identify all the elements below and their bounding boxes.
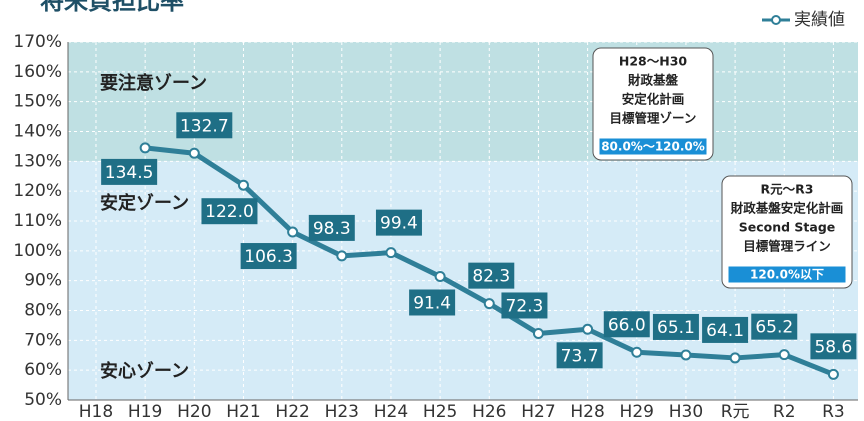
y-tick-label: 50% <box>24 390 62 410</box>
value-label-bg <box>810 333 857 360</box>
zone-label: 安定ゾーン <box>100 192 189 214</box>
zone-label: 要注意ゾーン <box>100 72 207 94</box>
annotation-text: Second Stage <box>739 220 836 235</box>
value-label: 58.6 <box>814 337 852 357</box>
x-tick-label: H29 <box>620 402 654 421</box>
y-tick-label: 130% <box>13 151 62 171</box>
point <box>827 368 839 380</box>
value-label: 65.2 <box>755 318 793 338</box>
value-label-bg <box>556 342 603 369</box>
x-tick-label: H27 <box>521 402 555 421</box>
x-tick-label: H28 <box>570 402 604 421</box>
value-label-bg <box>308 214 355 241</box>
point <box>385 247 397 259</box>
y-tick-label: 100% <box>13 241 62 261</box>
value-label-bg <box>409 289 456 316</box>
annotation-badge-text: 80.0%～120.0% <box>601 140 705 154</box>
x-tick-label: H23 <box>325 402 359 421</box>
value-label: 132.7 <box>180 116 229 136</box>
value-label-bg <box>176 112 233 139</box>
legend-marker <box>771 15 781 25</box>
point <box>729 352 741 364</box>
x-tick-label: H26 <box>472 402 506 421</box>
point <box>778 349 790 361</box>
y-tick-label: 90% <box>24 271 62 291</box>
y-tick-label: 120% <box>13 181 62 201</box>
y-tick-label: 150% <box>13 92 62 112</box>
zone-band <box>68 42 858 162</box>
y-tick-label: 160% <box>13 62 62 82</box>
value-label-bg <box>603 311 650 338</box>
value-label: 122.0 <box>205 202 254 222</box>
y-tick-label: 140% <box>13 122 62 142</box>
annotation-text: H28～H30 <box>619 54 688 69</box>
value-label: 98.3 <box>313 219 351 239</box>
zone-label: 安心ゾーン <box>100 360 189 382</box>
x-tick-label: H25 <box>423 402 457 421</box>
point <box>139 142 151 154</box>
value-label-bg <box>751 313 798 340</box>
point <box>582 323 594 335</box>
value-label-bg <box>468 262 515 289</box>
point <box>532 327 544 339</box>
value-label-bg <box>201 198 258 225</box>
value-label: 64.1 <box>706 321 744 341</box>
x-tick-label: R3 <box>822 402 845 421</box>
legend-label: 実績値 <box>794 10 845 30</box>
y-tick-label: 70% <box>24 330 62 350</box>
y-tick-label: 60% <box>24 360 62 380</box>
x-tick-label: R2 <box>773 402 796 421</box>
value-label-bg <box>375 209 422 236</box>
x-tick-label: H22 <box>275 402 309 421</box>
point <box>680 349 692 361</box>
x-tick-label: H18 <box>79 402 113 421</box>
chart-title: 将来負担比率 <box>40 0 184 15</box>
x-tick-label: R元 <box>721 402 750 421</box>
x-tick-label: H19 <box>128 402 162 421</box>
value-label-bg <box>501 292 548 319</box>
point <box>434 270 446 282</box>
annotation-text: 目標管理ゾーン <box>610 111 697 126</box>
annotation-badge <box>598 137 708 156</box>
value-label: 106.3 <box>244 247 293 267</box>
annotation-box <box>592 47 714 161</box>
x-tick-label: H21 <box>226 402 260 421</box>
annotation-badge-text: 120.0%以下 <box>750 268 824 282</box>
annotation-text: 財政基盤安定化計画 <box>730 201 844 216</box>
point <box>237 179 249 191</box>
value-label-bg <box>101 158 158 185</box>
annotation-text: 安定化計画 <box>622 92 685 107</box>
value-label: 66.0 <box>608 315 646 335</box>
x-tick-label: H24 <box>374 402 408 421</box>
annotation-text: R元～R3 <box>761 182 814 197</box>
annotation-text: 財政基盤 <box>627 73 679 88</box>
annotation-badge <box>727 265 847 284</box>
value-label-bg <box>240 243 297 270</box>
value-label-bg <box>652 313 699 340</box>
annotation-box <box>721 175 853 289</box>
y-tick-label: 80% <box>24 301 62 321</box>
value-label: 65.1 <box>657 318 695 338</box>
point <box>483 298 495 310</box>
value-label: 82.3 <box>472 267 510 287</box>
value-label: 72.3 <box>506 296 544 316</box>
x-tick-label: H30 <box>669 402 703 421</box>
point <box>287 226 299 238</box>
x-tick-label: H20 <box>177 402 211 421</box>
value-label: 91.4 <box>413 293 451 313</box>
point <box>631 346 643 358</box>
y-tick-label: 170% <box>13 32 62 52</box>
value-label: 99.4 <box>380 214 418 234</box>
value-label-bg <box>702 316 749 343</box>
annotation-text: 目標管理ライン <box>743 239 831 254</box>
point <box>336 250 348 262</box>
y-tick-label: 110% <box>13 211 62 231</box>
point <box>188 147 200 159</box>
value-label: 73.7 <box>561 346 599 366</box>
value-label: 134.5 <box>105 163 154 183</box>
